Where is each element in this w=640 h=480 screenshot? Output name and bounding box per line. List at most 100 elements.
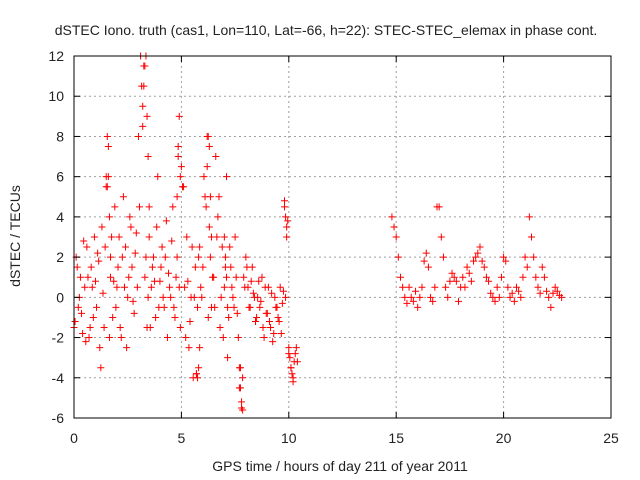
data-point bbox=[515, 287, 523, 295]
data-point bbox=[216, 324, 224, 331]
data-point bbox=[243, 263, 251, 271]
data-point bbox=[71, 317, 79, 325]
data-point bbox=[273, 303, 281, 311]
data-point bbox=[139, 102, 147, 110]
data-point bbox=[74, 303, 82, 311]
data-point bbox=[274, 313, 282, 321]
data-point bbox=[221, 253, 229, 261]
data-point bbox=[126, 213, 134, 221]
data-point bbox=[174, 153, 182, 161]
data-point bbox=[270, 330, 278, 338]
data-point bbox=[465, 269, 473, 277]
data-point bbox=[279, 287, 287, 295]
data-point bbox=[536, 289, 544, 297]
data-point bbox=[247, 277, 255, 285]
data-point bbox=[241, 283, 249, 291]
data-point bbox=[177, 163, 185, 171]
data-point bbox=[181, 283, 189, 291]
data-point bbox=[240, 273, 248, 281]
data-point bbox=[139, 122, 147, 130]
data-point bbox=[96, 344, 104, 352]
data-point bbox=[390, 223, 398, 231]
x-tick-label: 0 bbox=[70, 430, 78, 446]
data-point bbox=[480, 263, 488, 271]
data-point bbox=[252, 317, 260, 325]
data-point bbox=[165, 269, 173, 277]
data-point bbox=[224, 354, 232, 362]
data-point bbox=[242, 253, 250, 261]
data-point bbox=[219, 334, 227, 342]
data-point bbox=[76, 273, 84, 281]
data-point bbox=[173, 253, 181, 261]
data-point bbox=[255, 277, 263, 285]
data-point bbox=[281, 197, 289, 205]
data-point bbox=[259, 324, 267, 331]
data-point bbox=[199, 263, 207, 271]
data-point bbox=[401, 293, 409, 301]
data-point bbox=[130, 309, 138, 317]
data-point bbox=[103, 132, 111, 140]
data-point bbox=[221, 263, 229, 271]
data-point bbox=[113, 283, 121, 291]
data-point bbox=[203, 163, 211, 171]
data-point bbox=[463, 263, 471, 271]
data-point bbox=[148, 263, 156, 271]
data-point bbox=[461, 283, 469, 291]
y-tick-label: 0 bbox=[56, 289, 64, 305]
data-point bbox=[145, 203, 153, 211]
data-point bbox=[205, 223, 213, 231]
data-point bbox=[403, 299, 411, 307]
data-point bbox=[151, 277, 159, 285]
data-point bbox=[399, 283, 407, 291]
data-point bbox=[162, 217, 170, 225]
data-point bbox=[292, 344, 300, 352]
data-point bbox=[173, 193, 181, 201]
data-point bbox=[431, 283, 439, 291]
data-point bbox=[212, 153, 220, 161]
data-point bbox=[185, 344, 193, 352]
data-point bbox=[86, 324, 94, 331]
data-point bbox=[127, 223, 135, 231]
data-point bbox=[94, 249, 102, 257]
data-point bbox=[437, 233, 445, 241]
data-point bbox=[286, 354, 294, 362]
x-tick-label: 20 bbox=[496, 430, 512, 446]
data-point bbox=[267, 324, 275, 331]
data-point bbox=[104, 173, 112, 181]
data-point bbox=[215, 193, 223, 201]
data-point bbox=[104, 143, 112, 150]
data-point bbox=[133, 283, 141, 291]
data-point bbox=[169, 203, 177, 211]
data-point bbox=[172, 273, 180, 281]
data-point bbox=[118, 253, 126, 261]
data-point bbox=[506, 293, 514, 301]
data-point bbox=[153, 223, 161, 231]
x-tick-label: 15 bbox=[388, 430, 404, 446]
data-point bbox=[530, 253, 538, 261]
data-point bbox=[500, 253, 508, 261]
data-point bbox=[149, 253, 157, 261]
data-point bbox=[158, 243, 166, 251]
data-point bbox=[87, 263, 95, 271]
data-point bbox=[239, 406, 247, 414]
data-point bbox=[268, 289, 276, 297]
data-point bbox=[186, 317, 194, 325]
data-point bbox=[493, 283, 501, 291]
data-point bbox=[289, 378, 297, 386]
data-point bbox=[146, 324, 154, 331]
data-point bbox=[152, 313, 160, 321]
data-point bbox=[107, 253, 115, 261]
data-point bbox=[232, 273, 240, 281]
data-point bbox=[79, 330, 87, 338]
data-point bbox=[435, 203, 443, 211]
data-point bbox=[194, 374, 202, 382]
data-point bbox=[163, 334, 171, 342]
data-point bbox=[73, 263, 81, 271]
data-point bbox=[141, 62, 149, 70]
data-point bbox=[198, 293, 206, 301]
data-point bbox=[491, 297, 499, 305]
data-point bbox=[549, 289, 557, 297]
data-point bbox=[253, 313, 261, 321]
data-point bbox=[547, 303, 555, 311]
data-point bbox=[204, 313, 212, 321]
